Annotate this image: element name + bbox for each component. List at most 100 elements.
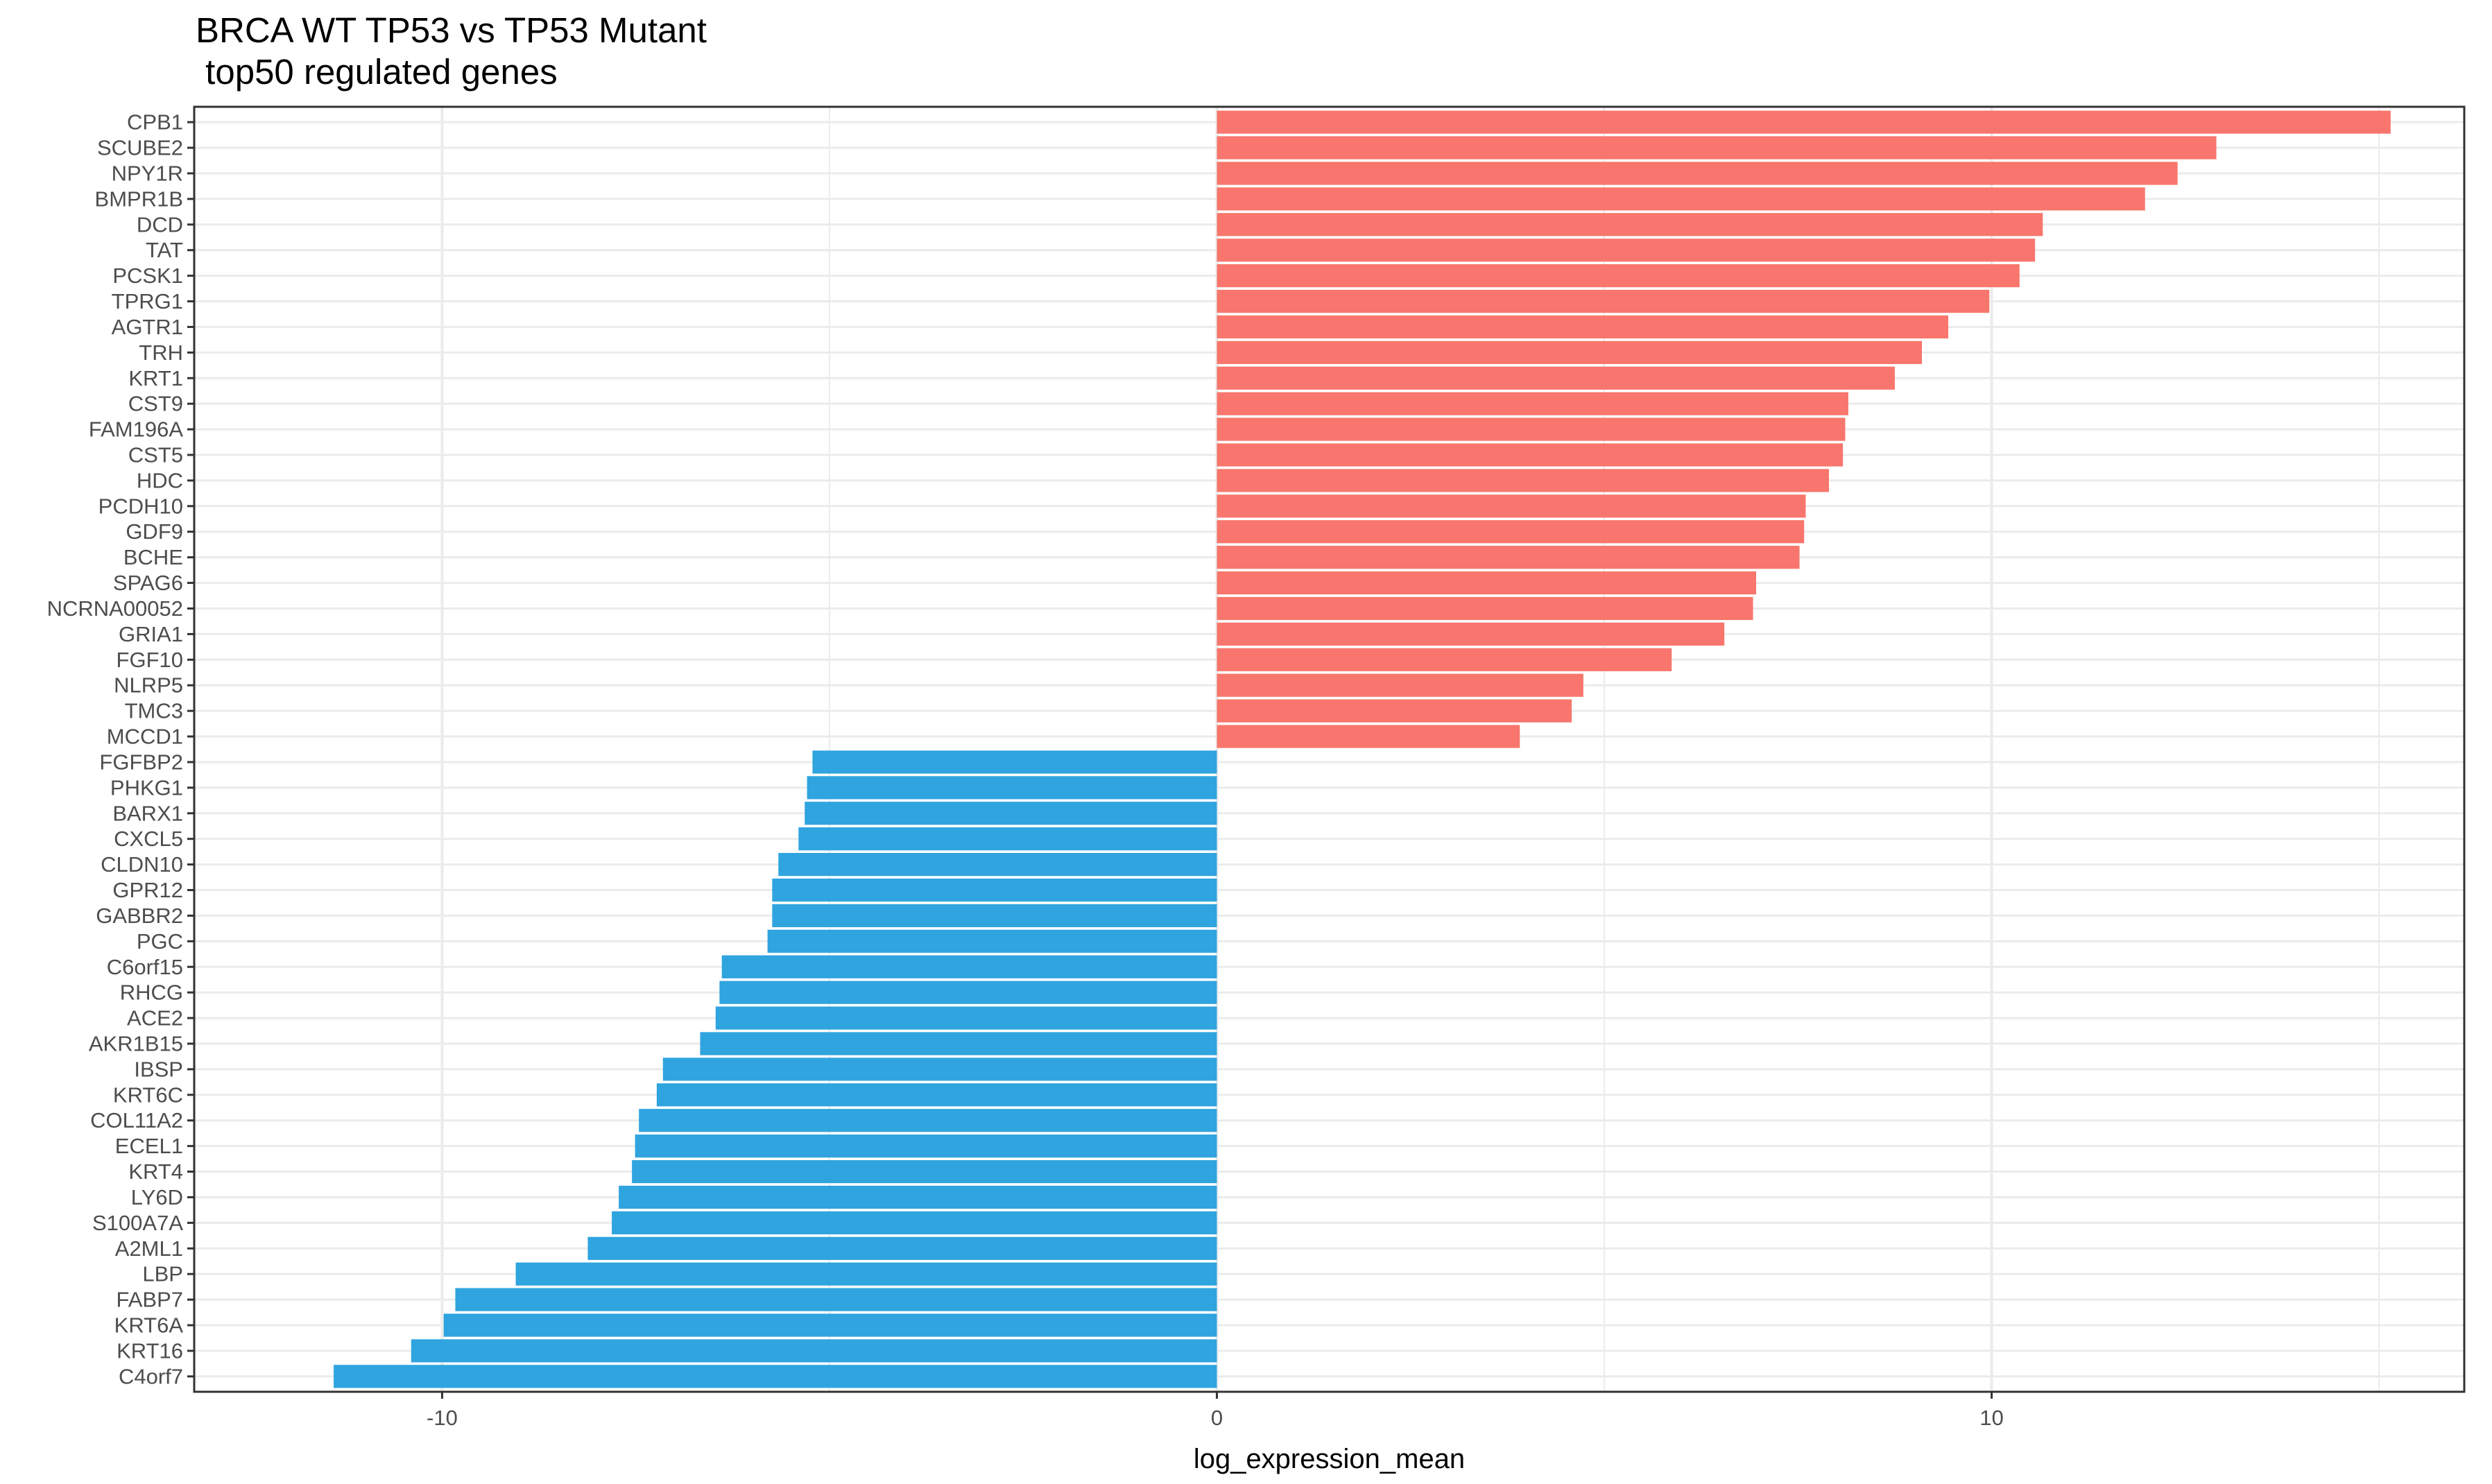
x-axis: -10 0 10 bbox=[427, 1392, 2004, 1430]
y-tick-label: CST9 bbox=[128, 392, 183, 416]
y-tick-label: C6orf15 bbox=[107, 955, 183, 979]
y-tick-label: KRT6A bbox=[114, 1313, 184, 1338]
y-tick-label: TMC3 bbox=[125, 699, 183, 723]
y-tick-label: LY6D bbox=[131, 1185, 183, 1209]
bar-CST5 bbox=[1217, 443, 1844, 467]
bar-KRT6A bbox=[443, 1313, 1217, 1337]
bar-FABP7 bbox=[455, 1288, 1217, 1311]
bar-FAM196A bbox=[1217, 417, 1846, 441]
y-tick-label: NLRP5 bbox=[114, 673, 183, 698]
bar-S100A7A bbox=[612, 1211, 1217, 1234]
y-tick-label: KRT1 bbox=[128, 366, 183, 390]
bar-SCUBE2 bbox=[1217, 136, 2217, 159]
y-tick-label: LBP bbox=[142, 1262, 183, 1286]
bar-ACE2 bbox=[715, 1006, 1217, 1030]
bar-AGTR1 bbox=[1217, 315, 1949, 339]
bar-SPAG6 bbox=[1217, 571, 1757, 595]
x-tick-label: 0 bbox=[1211, 1406, 1223, 1430]
y-tick-label: KRT4 bbox=[128, 1159, 183, 1184]
bar-FGFBP2 bbox=[812, 750, 1217, 774]
bar-NCRNA00052 bbox=[1217, 596, 1753, 621]
y-tick-label: HDC bbox=[137, 468, 183, 492]
y-tick-label: NPY1R bbox=[112, 161, 183, 185]
y-tick-label: PCSK1 bbox=[112, 264, 183, 288]
bar-PCDH10 bbox=[1217, 494, 1806, 518]
y-tick-label: FABP7 bbox=[117, 1288, 184, 1312]
bar-IBSP bbox=[662, 1058, 1217, 1081]
bar-ECEL1 bbox=[635, 1134, 1217, 1158]
y-tick-label: DCD bbox=[137, 212, 183, 236]
y-tick-label: ACE2 bbox=[127, 1006, 183, 1030]
y-tick-label: TRH bbox=[139, 340, 183, 365]
x-axis-title: log_expression_mean bbox=[1194, 1444, 1465, 1474]
panel-border bbox=[193, 105, 2466, 1393]
bar-TRH bbox=[1217, 340, 1923, 364]
bars bbox=[334, 110, 2391, 1388]
bar-A2ML1 bbox=[587, 1236, 1217, 1260]
y-tick-label: FGF10 bbox=[117, 648, 183, 672]
y-tick-label: GABBR2 bbox=[96, 904, 183, 928]
chart-subtitle: top50 regulated genes bbox=[196, 52, 558, 92]
bar-C6orf15 bbox=[721, 955, 1217, 978]
bar-CXCL5 bbox=[798, 827, 1217, 851]
bar-RHCG bbox=[719, 981, 1217, 1004]
y-tick-label: CPB1 bbox=[127, 110, 183, 135]
y-tick-label: AGTR1 bbox=[112, 315, 183, 339]
bar-TMC3 bbox=[1217, 699, 1572, 723]
y-tick-label: ECEL1 bbox=[115, 1134, 183, 1158]
bar-KRT4 bbox=[632, 1159, 1217, 1184]
bar-KRT6C bbox=[656, 1083, 1217, 1107]
bar-BARX1 bbox=[805, 802, 1217, 825]
y-tick-label: GRIA1 bbox=[119, 622, 183, 646]
bar-GPR12 bbox=[772, 878, 1217, 902]
y-tick-label: TAT bbox=[146, 238, 183, 262]
y-tick-label: BMPR1B bbox=[95, 187, 183, 211]
bar-KRT1 bbox=[1217, 366, 1895, 390]
y-tick-label: CXCL5 bbox=[114, 827, 183, 851]
bar-MCCD1 bbox=[1217, 725, 1520, 748]
chart-title: BRCA WT TP53 vs TP53 Mutant bbox=[196, 10, 707, 50]
bar-TAT bbox=[1217, 239, 2036, 262]
y-tick-label: MCCD1 bbox=[107, 725, 183, 749]
bar-COL11A2 bbox=[639, 1109, 1217, 1132]
bar-CLDN10 bbox=[778, 852, 1217, 877]
y-tick-label: C4orf7 bbox=[119, 1364, 183, 1388]
bar-AKR1B15 bbox=[700, 1032, 1217, 1055]
y-axis: CPB1SCUBE2NPY1RBMPR1BDCDTATPCSK1TPRG1AGT… bbox=[47, 110, 194, 1388]
x-tick-label: -10 bbox=[427, 1406, 458, 1430]
y-tick-label: TPRG1 bbox=[112, 289, 183, 313]
y-tick-label: FAM196A bbox=[89, 417, 183, 442]
bar-CST9 bbox=[1217, 392, 1848, 415]
bar-GABBR2 bbox=[772, 904, 1217, 928]
y-tick-label: SPAG6 bbox=[113, 571, 183, 595]
y-tick-label: GPR12 bbox=[112, 878, 183, 902]
y-tick-label: NCRNA00052 bbox=[47, 596, 183, 621]
y-tick-label: PCDH10 bbox=[98, 494, 183, 518]
bar-HDC bbox=[1217, 469, 1830, 492]
y-tick-label: KRT16 bbox=[117, 1338, 183, 1363]
bar-NPY1R bbox=[1217, 162, 2178, 185]
y-tick-label: PGC bbox=[137, 929, 183, 954]
y-tick-label: BARX1 bbox=[112, 801, 183, 825]
bar-PHKG1 bbox=[807, 776, 1217, 800]
y-tick-label: COL11A2 bbox=[90, 1108, 183, 1132]
y-tick-label: PHKG1 bbox=[110, 775, 183, 800]
bar-TPRG1 bbox=[1217, 289, 1990, 313]
y-tick-label: SCUBE2 bbox=[97, 136, 183, 160]
bar-CPB1 bbox=[1217, 110, 2391, 134]
y-tick-label: S100A7A bbox=[92, 1211, 183, 1235]
bar-FGF10 bbox=[1217, 648, 1672, 671]
y-tick-label: BCHE bbox=[123, 545, 183, 569]
y-tick-label: CLDN10 bbox=[101, 852, 183, 877]
bar-LBP bbox=[515, 1262, 1217, 1286]
bar-NLRP5 bbox=[1217, 673, 1583, 697]
y-tick-label: IBSP bbox=[134, 1057, 183, 1081]
y-tick-label: A2ML1 bbox=[115, 1236, 183, 1261]
bar-PGC bbox=[767, 929, 1217, 953]
y-tick-label: FGFBP2 bbox=[99, 750, 183, 774]
bar-DCD bbox=[1217, 213, 2043, 236]
bar-KRT16 bbox=[411, 1339, 1217, 1363]
bar-LY6D bbox=[619, 1185, 1217, 1209]
bar-BCHE bbox=[1217, 546, 1800, 569]
